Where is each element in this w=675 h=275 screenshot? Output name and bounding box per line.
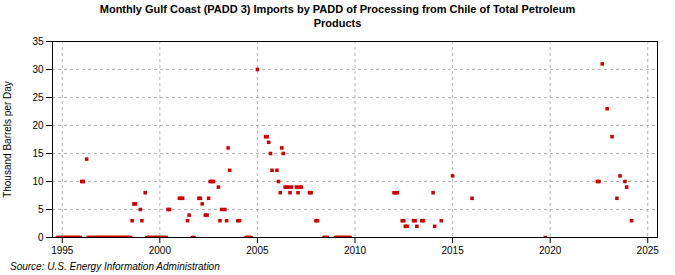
svg-text:25: 25 [32, 91, 44, 102]
html-text:Source: U.S. Energy Informatio: Source: U.S. Energy Information Administ… [10, 260, 220, 272]
svg-text:2020: 2020 [539, 244, 562, 255]
svg-text:20: 20 [32, 119, 44, 130]
svg-text:35: 35 [32, 35, 44, 46]
svg-text:2010: 2010 [344, 244, 367, 255]
svg-text:Thousand Barrels per Day: Thousand Barrels per Day [2, 81, 13, 198]
svg-text:0: 0 [38, 231, 44, 242]
svg-text:2025: 2025 [637, 244, 660, 255]
html-text:Monthly Gulf Coast (PADD 3) Im: Monthly Gulf Coast (PADD 3) Imports by P… [99, 3, 576, 29]
svg-text:1995: 1995 [51, 244, 74, 255]
svg-text:15: 15 [32, 147, 44, 158]
svg-text:2005: 2005 [246, 244, 269, 255]
svg-text:2015: 2015 [441, 244, 464, 255]
svg-text:2000: 2000 [149, 244, 172, 255]
svg-text:5: 5 [38, 203, 44, 214]
svg-text:30: 30 [32, 63, 44, 74]
svg-text:10: 10 [32, 175, 44, 186]
